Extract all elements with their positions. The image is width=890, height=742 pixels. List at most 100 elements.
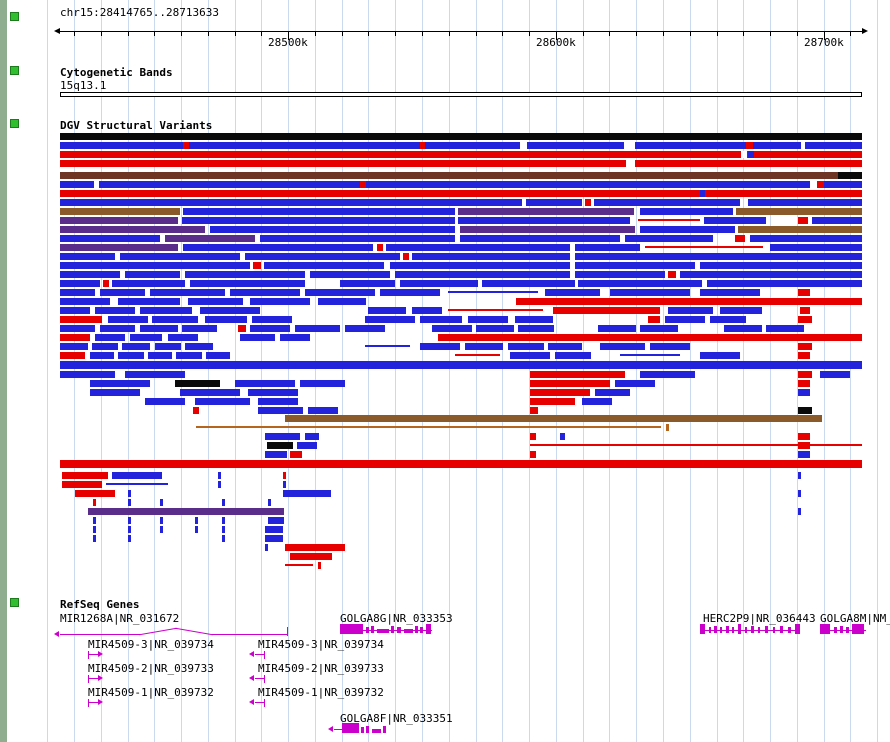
variant-bar[interactable]: [530, 398, 575, 405]
variant-bar[interactable]: [680, 271, 862, 278]
variant-bar[interactable]: [185, 343, 213, 350]
variant-bar[interactable]: [268, 499, 271, 506]
gene-end-tick[interactable]: [287, 627, 288, 636]
variant-bar[interactable]: [285, 564, 313, 566]
variant-bar[interactable]: [60, 160, 862, 167]
variant-bar[interactable]: [155, 343, 181, 350]
variant-bar[interactable]: [770, 244, 862, 251]
variant-bar[interactable]: [112, 472, 162, 479]
variant-bar[interactable]: [118, 352, 144, 359]
variant-bar[interactable]: [585, 199, 591, 206]
variant-bar[interactable]: [176, 352, 202, 359]
variant-bar[interactable]: [707, 280, 862, 287]
track-toggle-icon[interactable]: [10, 598, 19, 607]
variant-bar[interactable]: [548, 343, 582, 350]
gene-exon[interactable]: [372, 729, 381, 733]
variant-bar[interactable]: [60, 289, 95, 296]
variant-bar[interactable]: [615, 380, 655, 387]
variant-bar[interactable]: [798, 472, 801, 479]
variant-bar[interactable]: [248, 389, 298, 396]
variant-bar[interactable]: [152, 316, 198, 323]
variant-bar[interactable]: [482, 280, 575, 287]
variant-bar[interactable]: [403, 253, 409, 260]
variant-bar[interactable]: [205, 316, 247, 323]
gene-direction-arrow[interactable]: [249, 699, 254, 705]
gene-exon[interactable]: [834, 627, 837, 633]
gene-exon[interactable]: [720, 627, 722, 633]
variant-bar[interactable]: [250, 298, 310, 305]
variant-bar[interactable]: [60, 361, 862, 369]
variant-bar[interactable]: [93, 499, 96, 506]
variant-bar[interactable]: [668, 307, 713, 314]
variant-bar[interactable]: [594, 199, 740, 206]
gene-end-tick[interactable]: [264, 675, 265, 683]
variant-bar[interactable]: [640, 371, 695, 378]
variant-bar[interactable]: [268, 517, 284, 524]
gene-exon[interactable]: [415, 626, 418, 633]
gene-exon[interactable]: [361, 727, 364, 733]
variant-bar[interactable]: [700, 352, 740, 359]
gene-intron-line[interactable]: [89, 678, 98, 679]
track-handle-strip[interactable]: [0, 0, 7, 742]
gene-intron-line[interactable]: [820, 630, 866, 631]
variant-bar[interactable]: [185, 271, 305, 278]
variant-bar[interactable]: [235, 380, 295, 387]
variant-bar[interactable]: [160, 499, 163, 506]
gene-exon[interactable]: [765, 626, 768, 633]
variant-bar[interactable]: [610, 289, 690, 296]
variant-bar[interactable]: [160, 526, 163, 533]
cytogenetic-band-bar[interactable]: [60, 92, 862, 97]
variant-bar[interactable]: [283, 472, 286, 479]
variant-bar[interactable]: [60, 172, 862, 179]
variant-bar[interactable]: [305, 289, 375, 296]
variant-bar[interactable]: [516, 298, 862, 305]
variant-bar[interactable]: [380, 289, 440, 296]
gene-exon[interactable]: [709, 627, 711, 633]
track-toggle-icon[interactable]: [10, 66, 19, 75]
variant-bar[interactable]: [168, 334, 198, 341]
variant-bar[interactable]: [530, 444, 862, 446]
variant-bar[interactable]: [798, 380, 810, 387]
variant-bar[interactable]: [258, 398, 298, 405]
variant-bar[interactable]: [60, 325, 95, 332]
variant-bar[interactable]: [798, 407, 812, 414]
gene-intron-line[interactable]: [255, 654, 264, 655]
variant-bar[interactable]: [92, 343, 118, 350]
gene-direction-arrow[interactable]: [249, 651, 254, 657]
gene-exon[interactable]: [758, 627, 760, 633]
gene-intron-line[interactable]: [175, 627, 213, 636]
variant-bar[interactable]: [95, 334, 125, 341]
gene-exon[interactable]: [726, 626, 729, 633]
variant-bar[interactable]: [265, 544, 268, 551]
variant-bar[interactable]: [518, 325, 554, 332]
variant-bar[interactable]: [188, 298, 243, 305]
variant-bar[interactable]: [60, 181, 862, 188]
variant-bar[interactable]: [710, 316, 746, 323]
variant-bar[interactable]: [458, 208, 634, 215]
variant-bar[interactable]: [108, 316, 148, 323]
variant-bar[interactable]: [526, 199, 582, 206]
variant-bar[interactable]: [60, 460, 862, 468]
gene-label[interactable]: GOLGA8F|NR_033351: [340, 712, 453, 725]
variant-bar[interactable]: [640, 325, 678, 332]
gene-direction-arrow[interactable]: [249, 675, 254, 681]
variant-bar[interactable]: [112, 280, 185, 287]
gene-exon[interactable]: [820, 624, 830, 634]
variant-bar[interactable]: [265, 433, 300, 440]
variant-bar[interactable]: [222, 517, 225, 524]
variant-bar[interactable]: [510, 352, 550, 359]
variant-bar[interactable]: [318, 562, 321, 569]
variant-bar[interactable]: [128, 490, 131, 497]
variant-bar[interactable]: [598, 325, 636, 332]
variant-bar[interactable]: [575, 244, 640, 251]
variant-bar[interactable]: [193, 407, 199, 414]
gene-intron-line[interactable]: [89, 654, 98, 655]
variant-bar[interactable]: [195, 517, 198, 524]
variant-bar[interactable]: [60, 217, 178, 224]
variant-bar[interactable]: [640, 208, 733, 215]
variant-bar[interactable]: [820, 371, 850, 378]
gene-exon[interactable]: [852, 624, 864, 634]
variant-bar[interactable]: [377, 244, 383, 251]
variant-bar[interactable]: [240, 334, 275, 341]
variant-bar[interactable]: [60, 371, 115, 378]
